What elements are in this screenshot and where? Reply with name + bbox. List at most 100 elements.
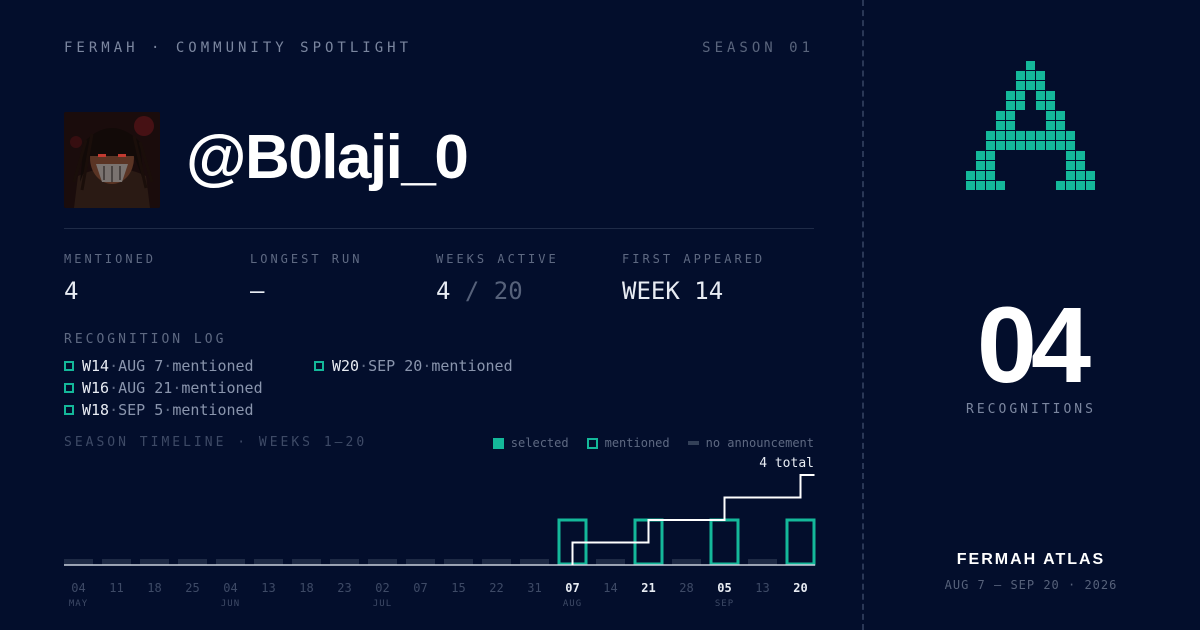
logo-pixel bbox=[986, 151, 995, 160]
logo-pixel bbox=[976, 181, 985, 190]
empty-week-bar bbox=[292, 559, 321, 565]
logo-pixel bbox=[1026, 131, 1035, 140]
logo-pixel bbox=[1066, 131, 1075, 140]
mentioned-swatch-icon bbox=[586, 437, 598, 449]
log-entry: W14 · AUG 7 · mentioned bbox=[64, 357, 254, 375]
empty-week-bar bbox=[482, 559, 511, 565]
selected-swatch-icon bbox=[492, 437, 504, 449]
logo-pixel bbox=[976, 161, 985, 170]
stat-mentioned: MENTIONED 4 bbox=[64, 252, 156, 306]
logo-pixel bbox=[1016, 71, 1025, 80]
empty-week-bar bbox=[330, 559, 359, 565]
week-day-label: 25 bbox=[185, 581, 199, 595]
month-label: JUL bbox=[373, 599, 392, 609]
stat-longest-run: LONGEST RUN — bbox=[250, 252, 362, 306]
logo-pixel bbox=[966, 171, 975, 180]
mentioned-week-bar bbox=[785, 518, 816, 566]
week-day-label: 20 bbox=[793, 581, 807, 595]
logo-pixel bbox=[1056, 111, 1065, 120]
week-day-label: 11 bbox=[109, 581, 123, 595]
logo-pixel bbox=[1086, 181, 1095, 190]
logo-pixel bbox=[1086, 171, 1095, 180]
empty-week-bar bbox=[216, 559, 245, 565]
week-day-label: 13 bbox=[261, 581, 275, 595]
logo-pixel bbox=[1066, 161, 1075, 170]
none-swatch-icon bbox=[687, 441, 699, 445]
logo-pixel bbox=[986, 181, 995, 190]
recognition-count-label: RECOGNITIONS bbox=[966, 402, 1096, 417]
logo-pixel bbox=[1036, 101, 1045, 110]
week-day-label: 04 bbox=[71, 581, 85, 595]
empty-week-bar bbox=[406, 559, 435, 565]
atlas-date-range: AUG 7 — SEP 20 · 2026 bbox=[944, 578, 1118, 592]
empty-week-bar bbox=[672, 559, 701, 565]
month-label: AUG bbox=[563, 599, 582, 609]
week-day-label: 15 bbox=[451, 581, 465, 595]
month-label: JUN bbox=[221, 599, 240, 609]
season-timeline-chart: 04 MAY 11 18 25 04 JUN 13 18 23 02 JUL 07 15 22 31 07 AUG… bbox=[64, 456, 816, 609]
mentioned-square-icon bbox=[314, 361, 324, 371]
logo-pixel bbox=[986, 161, 995, 170]
logo-pixel bbox=[1036, 71, 1045, 80]
logo-pixel bbox=[1026, 81, 1035, 90]
logo-pixel bbox=[1036, 131, 1045, 140]
log-entry: W18 · SEP 5 · mentioned bbox=[64, 401, 254, 419]
empty-week-bar bbox=[254, 559, 283, 565]
logo-pixel bbox=[996, 111, 1005, 120]
user-handle: @B0laji_0 bbox=[186, 123, 469, 192]
atlas-title: FERMAH ATLAS bbox=[956, 551, 1106, 568]
logo-pixel bbox=[1076, 181, 1085, 190]
logo-pixel bbox=[1006, 121, 1015, 130]
empty-week-bar bbox=[748, 559, 777, 565]
logo-pixel bbox=[976, 151, 985, 160]
week-day-label: 28 bbox=[679, 581, 693, 595]
empty-week-bar bbox=[102, 559, 131, 565]
week-day-label: 13 bbox=[755, 581, 769, 595]
timeline-legend: selected mentioned no announcement bbox=[475, 436, 814, 450]
week-day-label: 02 bbox=[375, 581, 389, 595]
recognition-log-title: RECOGNITION LOG bbox=[64, 332, 227, 347]
stat-value: — bbox=[250, 277, 265, 305]
timeline-title: SEASON TIMELINE · WEEKS 1–20 bbox=[64, 435, 368, 450]
logo-pixel bbox=[996, 181, 1005, 190]
mentioned-square-icon bbox=[64, 361, 74, 371]
stat-value: WEEK 14 bbox=[622, 277, 724, 305]
legend-none: no announcement bbox=[687, 436, 814, 450]
logo-pixel bbox=[1036, 141, 1045, 150]
cumulative-step-line bbox=[571, 474, 815, 565]
avatar bbox=[64, 112, 160, 208]
empty-week-bar bbox=[520, 559, 549, 565]
empty-week-bar bbox=[140, 559, 169, 565]
logo-pixel bbox=[996, 131, 1005, 140]
logo-pixel bbox=[1056, 181, 1065, 190]
logo-pixel bbox=[1036, 91, 1045, 100]
logo-pixel bbox=[1046, 121, 1055, 130]
month-label: SEP bbox=[715, 599, 734, 609]
week-day-label: 07 bbox=[413, 581, 427, 595]
logo-pixel bbox=[1016, 91, 1025, 100]
stat-weeks-active: WEEKS ACTIVE 4 / 20 bbox=[436, 252, 559, 306]
stat-label: MENTIONED bbox=[64, 252, 157, 266]
empty-week-bar bbox=[64, 559, 93, 565]
week-day-label: 05 bbox=[717, 581, 731, 595]
stat-value: 4 / 20 bbox=[436, 277, 523, 305]
week-day-label: 31 bbox=[527, 581, 541, 595]
logo-pixel bbox=[1066, 151, 1075, 160]
week-day-label: 18 bbox=[299, 581, 313, 595]
brand-title: FERMAH · COMMUNITY SPOTLIGHT bbox=[64, 40, 413, 56]
section-divider bbox=[64, 228, 814, 229]
logo-pixel bbox=[1056, 121, 1065, 130]
logo-pixel bbox=[986, 171, 995, 180]
log-entry: W20 · SEP 20 · mentioned bbox=[314, 357, 513, 375]
logo-pixel bbox=[1006, 141, 1015, 150]
logo-pixel bbox=[1006, 131, 1015, 140]
logo-pixel bbox=[986, 131, 995, 140]
logo-pixel bbox=[1046, 141, 1055, 150]
empty-week-bar bbox=[368, 559, 397, 565]
log-entry: W16 · AUG 21 · mentioned bbox=[64, 379, 263, 397]
week-day-label: 23 bbox=[337, 581, 351, 595]
logo-pixel bbox=[1056, 131, 1065, 140]
mentioned-square-icon bbox=[64, 383, 74, 393]
month-label: MAY bbox=[69, 599, 88, 609]
logo-pixel bbox=[1026, 71, 1035, 80]
